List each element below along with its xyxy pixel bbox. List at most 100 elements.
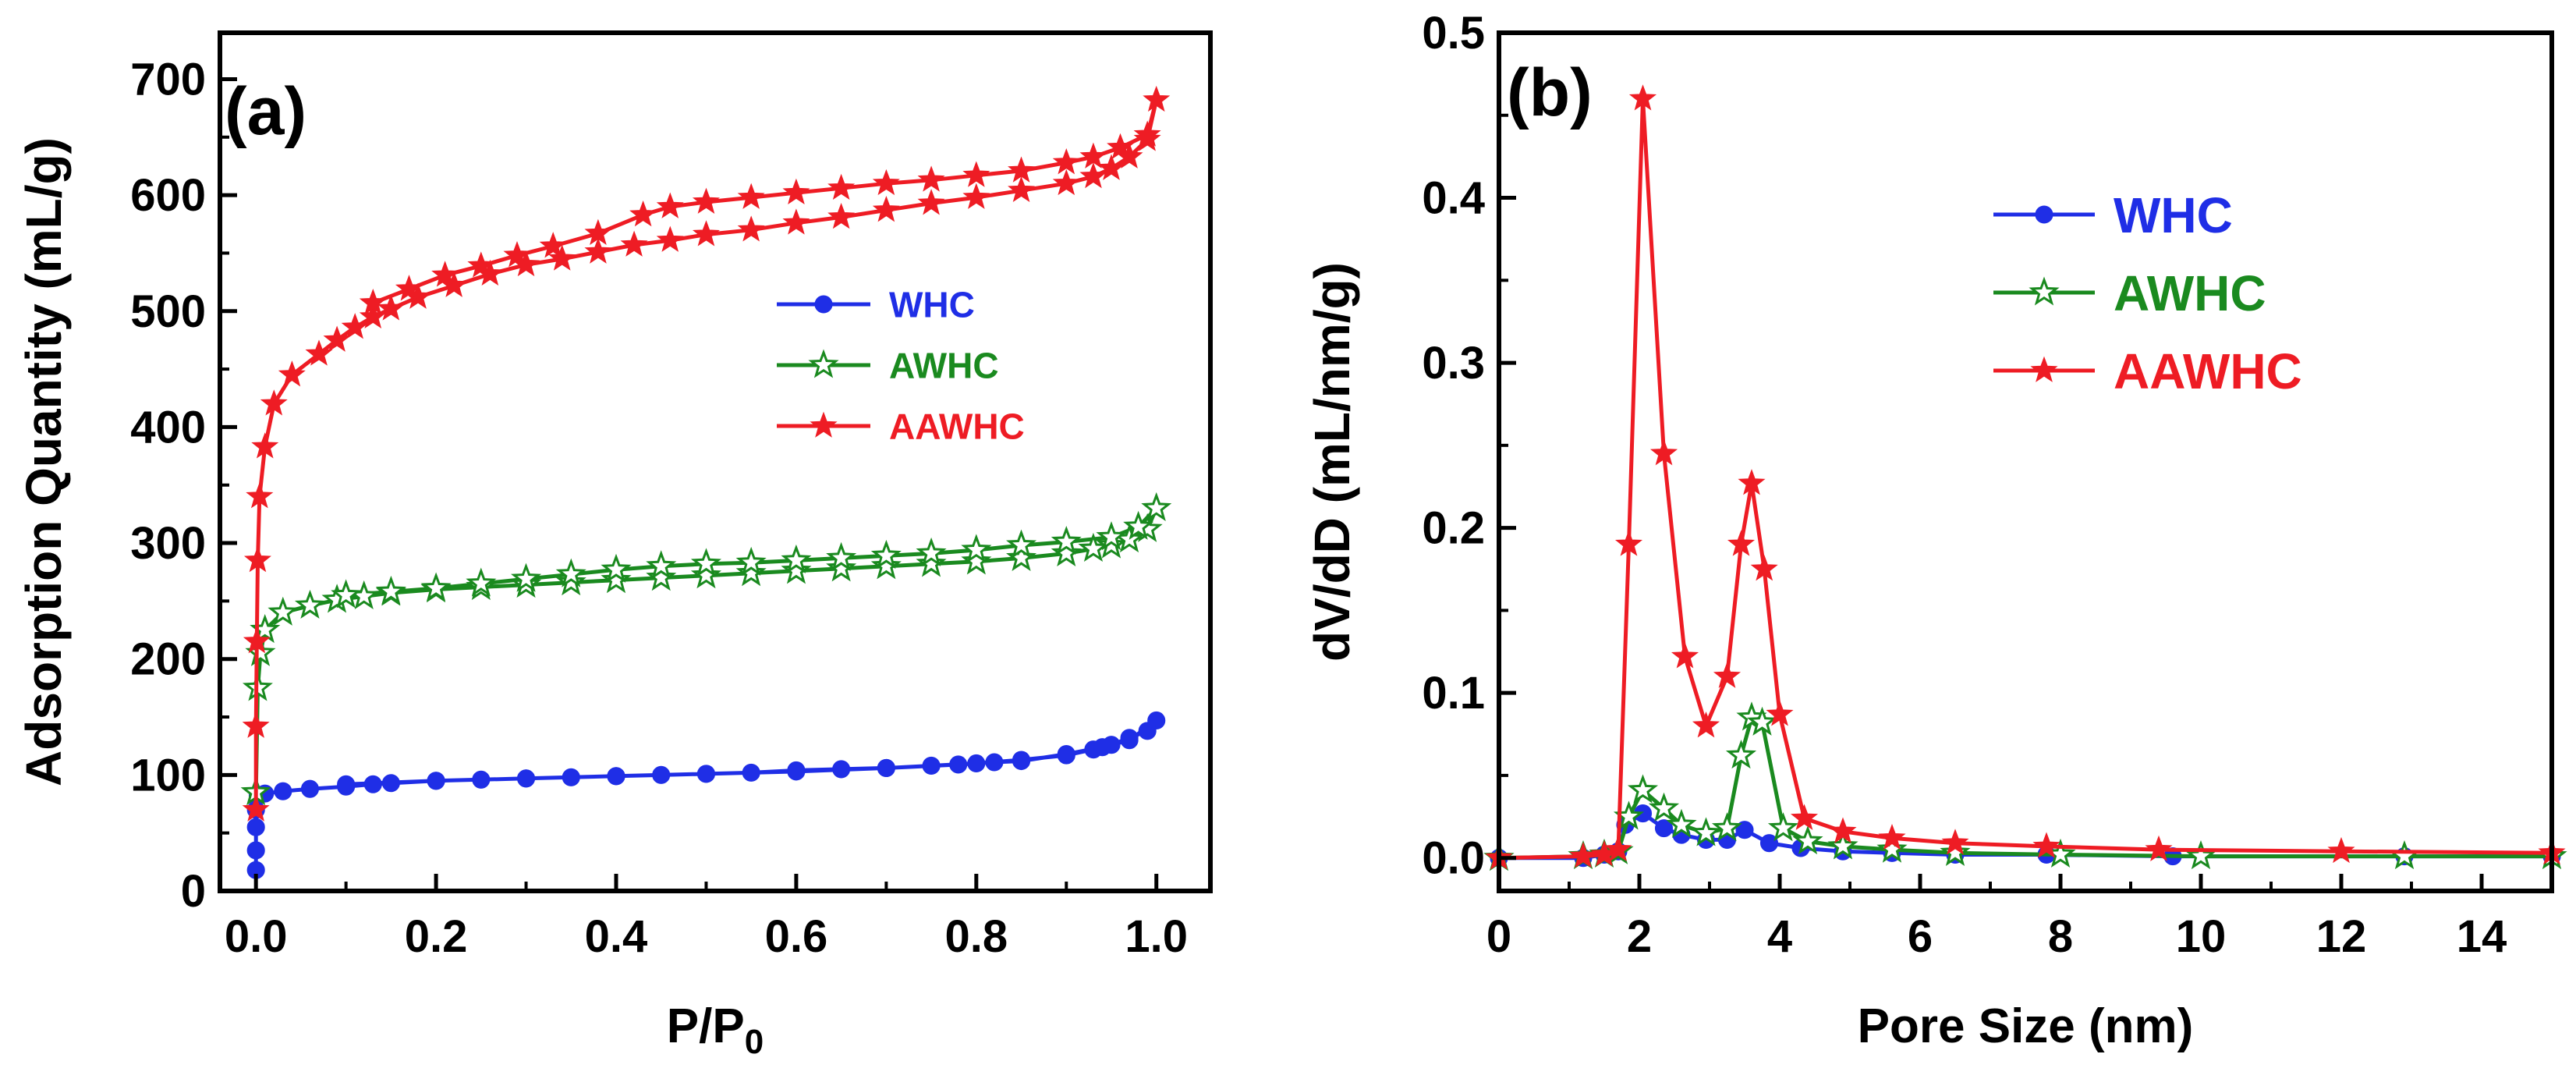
data-point-awhc — [690, 548, 721, 577]
panel-b-label: (b) — [1507, 55, 1593, 130]
data-point-awhc — [646, 550, 677, 580]
data-point-awhc — [1096, 529, 1127, 559]
x-tick-label: 0.4 — [585, 911, 648, 962]
panel-b-x-axis-title: Pore Size (nm) — [1858, 999, 2194, 1053]
panel-a-frame — [218, 30, 1213, 893]
x-tick-label: 8 — [2048, 911, 2073, 962]
legend-item-awhc: AWHC — [777, 346, 999, 386]
data-point-awhc — [870, 539, 902, 570]
data-point-whc — [427, 772, 445, 790]
data-point-aawhc — [1097, 154, 1125, 180]
data-point-awhc — [1096, 521, 1127, 551]
legend-label: WHC — [2114, 187, 2233, 243]
data-point-awhc — [511, 563, 542, 592]
data-point-whc — [246, 841, 265, 860]
data-point-aawhc — [917, 165, 945, 192]
legend-marker — [2035, 205, 2053, 224]
data-point-aawhc — [1079, 142, 1107, 169]
data-point-whc — [562, 768, 580, 786]
data-point-aawhc — [1649, 439, 1678, 466]
data-point-aawhc — [341, 313, 369, 339]
legend-label: AAWHC — [2114, 343, 2302, 399]
series-line-aawhc — [1498, 97, 2553, 861]
data-point-aawhc — [656, 192, 684, 218]
data-point-aawhc — [629, 200, 657, 227]
data-point-aawhc — [1143, 85, 1171, 112]
data-point-awhc — [555, 566, 586, 596]
x-tick-label: 1.0 — [1125, 911, 1188, 962]
data-point-whc — [832, 760, 851, 779]
legend-item-whc: WHC — [1993, 187, 2233, 243]
series-whc — [246, 711, 1166, 879]
y-tick-label: 0.1 — [1422, 668, 1485, 719]
data-point-aawhc — [1713, 662, 1742, 688]
data-point-whc — [337, 775, 356, 793]
x-tick-label: 4 — [1767, 911, 1792, 962]
data-point-aawhc — [827, 173, 856, 201]
x-tick-label: 2 — [1627, 911, 1652, 962]
legend-item-awhc: AWHC — [1993, 265, 2266, 321]
data-point-whc — [742, 763, 760, 782]
y-tick-label: 0 — [181, 866, 206, 917]
data-point-aawhc — [782, 178, 810, 205]
y-tick-label: 0.2 — [1422, 503, 1485, 554]
data-point-whc — [1057, 745, 1075, 764]
panel-a-marks — [240, 85, 1172, 879]
data-point-aawhc — [503, 241, 531, 268]
data-point-aawhc — [305, 339, 333, 366]
data-point-awhc — [1666, 808, 1697, 838]
data-point-aawhc — [1079, 161, 1107, 189]
data-point-awhc — [555, 558, 586, 587]
y-tick-label: 200 — [130, 634, 206, 685]
panel-a-x-axis-title: P/P0 — [667, 999, 764, 1061]
data-point-awhc — [961, 545, 992, 575]
panel-b-marks — [1483, 84, 2567, 871]
data-point-whc — [1654, 819, 1674, 838]
legend-marker — [808, 349, 839, 378]
x-tick-label: 0.0 — [225, 911, 288, 962]
legend-marker — [2029, 276, 2060, 306]
legend-label: WHC — [889, 285, 975, 325]
data-point-awhc — [826, 541, 857, 571]
panel-a-chart: 0.0 0.2 0.4 0.6 0.8 1.0 0 100 200 300 400 500 600 700… — [16, 30, 1213, 1061]
y-tick-label: 300 — [130, 518, 206, 569]
data-point-aawhc — [243, 627, 271, 654]
data-point-whc — [246, 818, 265, 836]
data-point-aawhc — [827, 202, 856, 229]
data-point-whc — [787, 762, 806, 781]
data-point-whc — [381, 774, 400, 793]
data-point-awhc — [601, 553, 632, 583]
data-point-awhc — [1123, 510, 1154, 540]
legend-marker — [2030, 356, 2058, 382]
data-point-whc — [300, 779, 320, 798]
data-point-aawhc — [1008, 156, 1036, 183]
data-point-aawhc — [243, 545, 271, 573]
x-tick-label: 0.8 — [944, 911, 1008, 962]
data-point-aawhc — [2327, 836, 2355, 864]
data-point-awhc — [1051, 526, 1082, 555]
data-point-awhc — [870, 550, 902, 580]
data-point-awhc — [1827, 830, 1858, 860]
data-point-aawhc — [782, 208, 810, 235]
data-point-aawhc — [251, 432, 279, 459]
data-point-aawhc — [584, 218, 612, 246]
data-point-awhc — [1141, 492, 1172, 522]
data-point-whc — [696, 765, 716, 783]
data-point-awhc — [1627, 774, 1659, 804]
data-point-awhc — [1940, 836, 1971, 866]
data-point-aawhc — [548, 244, 576, 271]
data-point-awhc — [735, 557, 767, 587]
panel-b-ticks: 0 2 4 6 8 10 12 14 0.0 0.1 0.2 0.3 0.4 0.5 — [1422, 8, 2507, 962]
data-point-aawhc — [872, 196, 900, 222]
data-point-awhc — [826, 552, 857, 582]
data-point-whc — [1735, 821, 1754, 839]
panel-b-frame — [1497, 30, 2554, 893]
data-point-awhc — [1746, 706, 1778, 736]
x-tick-label: 10 — [2176, 911, 2227, 962]
panel-b-y-axis-title: dV/dD (mL/nm/g) — [1304, 262, 1360, 662]
y-tick-label: 600 — [130, 170, 206, 221]
data-point-aawhc — [377, 294, 405, 321]
data-point-whc — [967, 754, 986, 773]
data-point-whc — [607, 767, 625, 786]
data-point-awhc — [1051, 537, 1082, 567]
